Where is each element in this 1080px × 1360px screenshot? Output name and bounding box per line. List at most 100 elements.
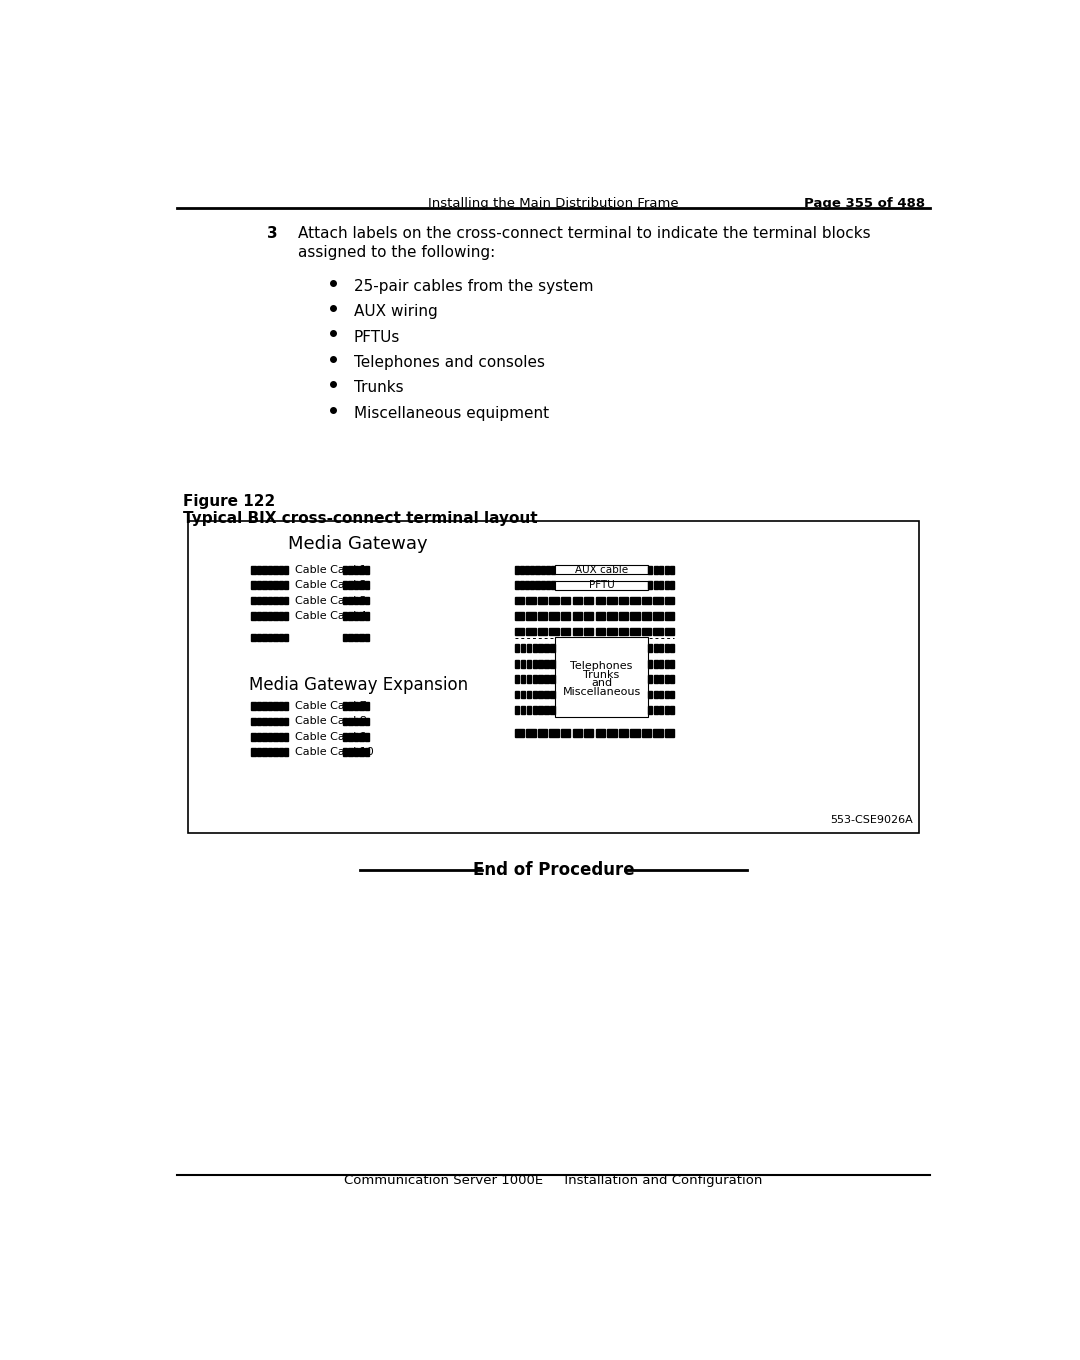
Bar [354,733,359,741]
Bar [252,581,256,589]
Bar [550,729,558,737]
Bar [268,566,272,574]
Bar [519,581,524,589]
Bar [539,691,543,698]
Bar [544,691,549,698]
Bar [659,581,663,589]
Bar [365,634,369,642]
Bar [519,566,524,574]
Bar [539,676,543,683]
Bar [348,733,352,741]
Text: PFTU: PFTU [589,581,615,590]
Bar [670,660,674,668]
Bar [360,702,364,710]
Bar [664,645,669,653]
Text: Telephones: Telephones [570,661,633,672]
Bar [607,612,617,620]
Bar [252,634,256,642]
Bar [648,676,652,683]
Bar [354,748,359,756]
Bar [584,597,594,604]
Bar [257,748,261,756]
Text: and: and [591,679,612,688]
Bar [551,660,555,668]
Bar [648,645,652,653]
Bar [354,566,359,574]
Bar [664,581,669,589]
Bar [607,627,617,635]
Bar [252,702,256,710]
Bar [541,581,544,589]
Bar [541,566,544,574]
Bar [365,702,369,710]
Bar [515,597,524,604]
Bar [670,566,674,574]
Bar [279,581,283,589]
Bar [365,612,369,620]
Text: 3: 3 [267,226,278,241]
Text: Page 355 of 488: Page 355 of 488 [805,197,926,209]
Text: End of Procedure: End of Procedure [473,861,634,879]
Bar [659,660,663,668]
Bar [252,597,256,604]
Text: Cable Card 1: Cable Card 1 [295,564,366,575]
Bar [268,702,272,710]
Bar [572,597,582,604]
Bar [538,729,548,737]
Bar [521,691,525,698]
Bar [262,566,267,574]
Bar [648,691,652,698]
Bar [279,634,283,642]
Bar [515,581,518,589]
Bar [596,729,605,737]
Bar [572,612,582,620]
Bar [360,581,364,589]
Bar [521,706,525,714]
Bar [526,627,536,635]
Bar [665,597,674,604]
Bar [653,660,658,668]
Bar [348,702,352,710]
Bar [262,702,267,710]
Bar [659,706,663,714]
Bar [527,691,531,698]
Bar [631,612,639,620]
Bar [659,691,663,698]
Bar [670,676,674,683]
Text: Communication Server 1000E     Installation and Configuration: Communication Server 1000E Installation … [345,1174,762,1187]
Bar [572,729,582,737]
Bar [584,627,594,635]
Bar [515,706,519,714]
Text: Media Gateway Expansion: Media Gateway Expansion [248,676,468,694]
Bar [551,676,555,683]
Bar [665,627,674,635]
Bar [252,718,256,725]
Bar [619,612,629,620]
Bar [257,702,261,710]
Bar [365,597,369,604]
Bar [360,718,364,725]
Bar [619,597,629,604]
Bar [619,729,629,737]
Bar [527,660,531,668]
Bar [642,612,651,620]
Bar [545,581,550,589]
Bar [342,597,347,604]
Bar [659,566,663,574]
Bar [544,706,549,714]
Bar [555,636,648,717]
Text: AUX wiring: AUX wiring [353,305,437,320]
Bar [348,718,352,725]
Bar [354,597,359,604]
Bar [521,645,525,653]
Text: Telephones and consoles: Telephones and consoles [353,355,544,370]
Bar [551,581,555,589]
Bar [262,581,267,589]
Bar [561,612,570,620]
Bar [631,627,639,635]
Bar [348,612,352,620]
Text: 25-pair cables from the system: 25-pair cables from the system [353,279,593,294]
Bar [279,597,283,604]
Bar [284,718,288,725]
Text: assigned to the following:: assigned to the following: [298,245,495,260]
